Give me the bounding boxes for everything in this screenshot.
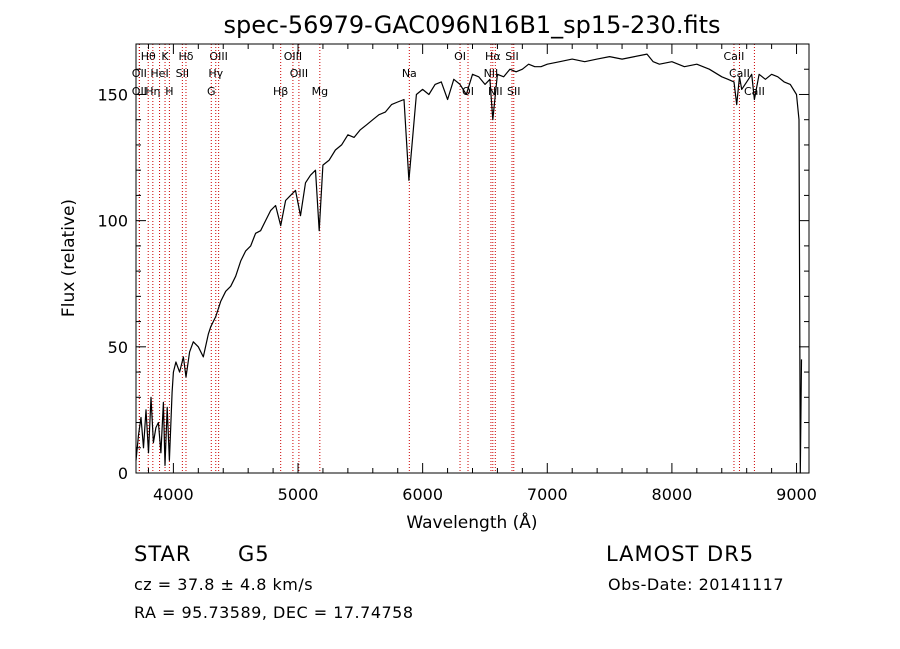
spectral-line-label: HeI	[150, 67, 168, 80]
spectral-line-label: Mg	[312, 85, 328, 98]
spectral-line-label: OIII	[290, 67, 308, 80]
spectrum-line	[135, 53, 803, 474]
spectral-line-label: Hη	[145, 85, 160, 98]
chart-title: spec-56979-GAC096N16B1_sp15-230.fits	[223, 11, 720, 39]
y-axis-label: Flux (relative)	[59, 199, 79, 317]
spectral-line-label: K	[161, 50, 169, 63]
spectral-line-label: OIII	[209, 50, 227, 63]
x-axis-ticks: 4000 5000 6000 7000 8000 9000	[147, 44, 817, 504]
x-axis-label: Wavelength (Å)	[406, 511, 537, 533]
x-tick-label: 7000	[527, 485, 568, 504]
spectral-line-label: G	[207, 85, 216, 98]
spectral-line-label: Hα	[485, 50, 501, 63]
y-axis-ticks: 0 50 100 150	[97, 68, 809, 483]
spectral-line-label: Hδ	[178, 50, 193, 63]
spectral-line-label: SII	[507, 85, 520, 98]
spectral-line-label: OIII	[284, 50, 302, 63]
spectral-line-label: OI	[462, 85, 474, 98]
spectral-line-label: H	[165, 85, 173, 98]
spectral-line-label: Hβ	[273, 85, 288, 98]
x-tick-label: 9000	[776, 485, 817, 504]
spectrum-series	[135, 53, 803, 474]
spectral-line-label: SII	[176, 67, 189, 80]
y-tick-label: 50	[108, 338, 128, 357]
y-tick-label: 0	[118, 464, 128, 483]
x-tick-label: 6000	[402, 485, 443, 504]
spectral-line-label: Hθ	[141, 50, 156, 63]
obs-date: Obs-Date: 20141117	[608, 575, 785, 594]
spectral-line-label: CaII	[729, 67, 750, 80]
spectral-line-label: CaII	[724, 50, 745, 63]
x-tick-label: 8000	[652, 485, 693, 504]
x-tick-label: 4000	[153, 485, 194, 504]
object-class: STAR	[134, 542, 192, 566]
x-tick-label: 5000	[278, 485, 319, 504]
spectral-line-label: Hγ	[208, 67, 223, 80]
spectral-line-label: SII	[505, 50, 518, 63]
object-subclass: G5	[238, 542, 270, 566]
spectral-line-label: Na	[402, 67, 417, 80]
spectral-line-label: CaII	[744, 85, 765, 98]
spectral-line-label: NII	[484, 67, 499, 80]
survey-release: LAMOST DR5	[606, 542, 755, 566]
coordinates: RA = 95.73589, DEC = 17.74758	[134, 603, 414, 622]
y-tick-label: 100	[97, 212, 128, 231]
redshift-text: cz = 37.8 ± 4.8 km/s	[134, 575, 314, 594]
y-tick-label: 150	[97, 85, 128, 104]
plot-frame	[135, 43, 810, 474]
spectral-line-label: OI	[454, 50, 466, 63]
